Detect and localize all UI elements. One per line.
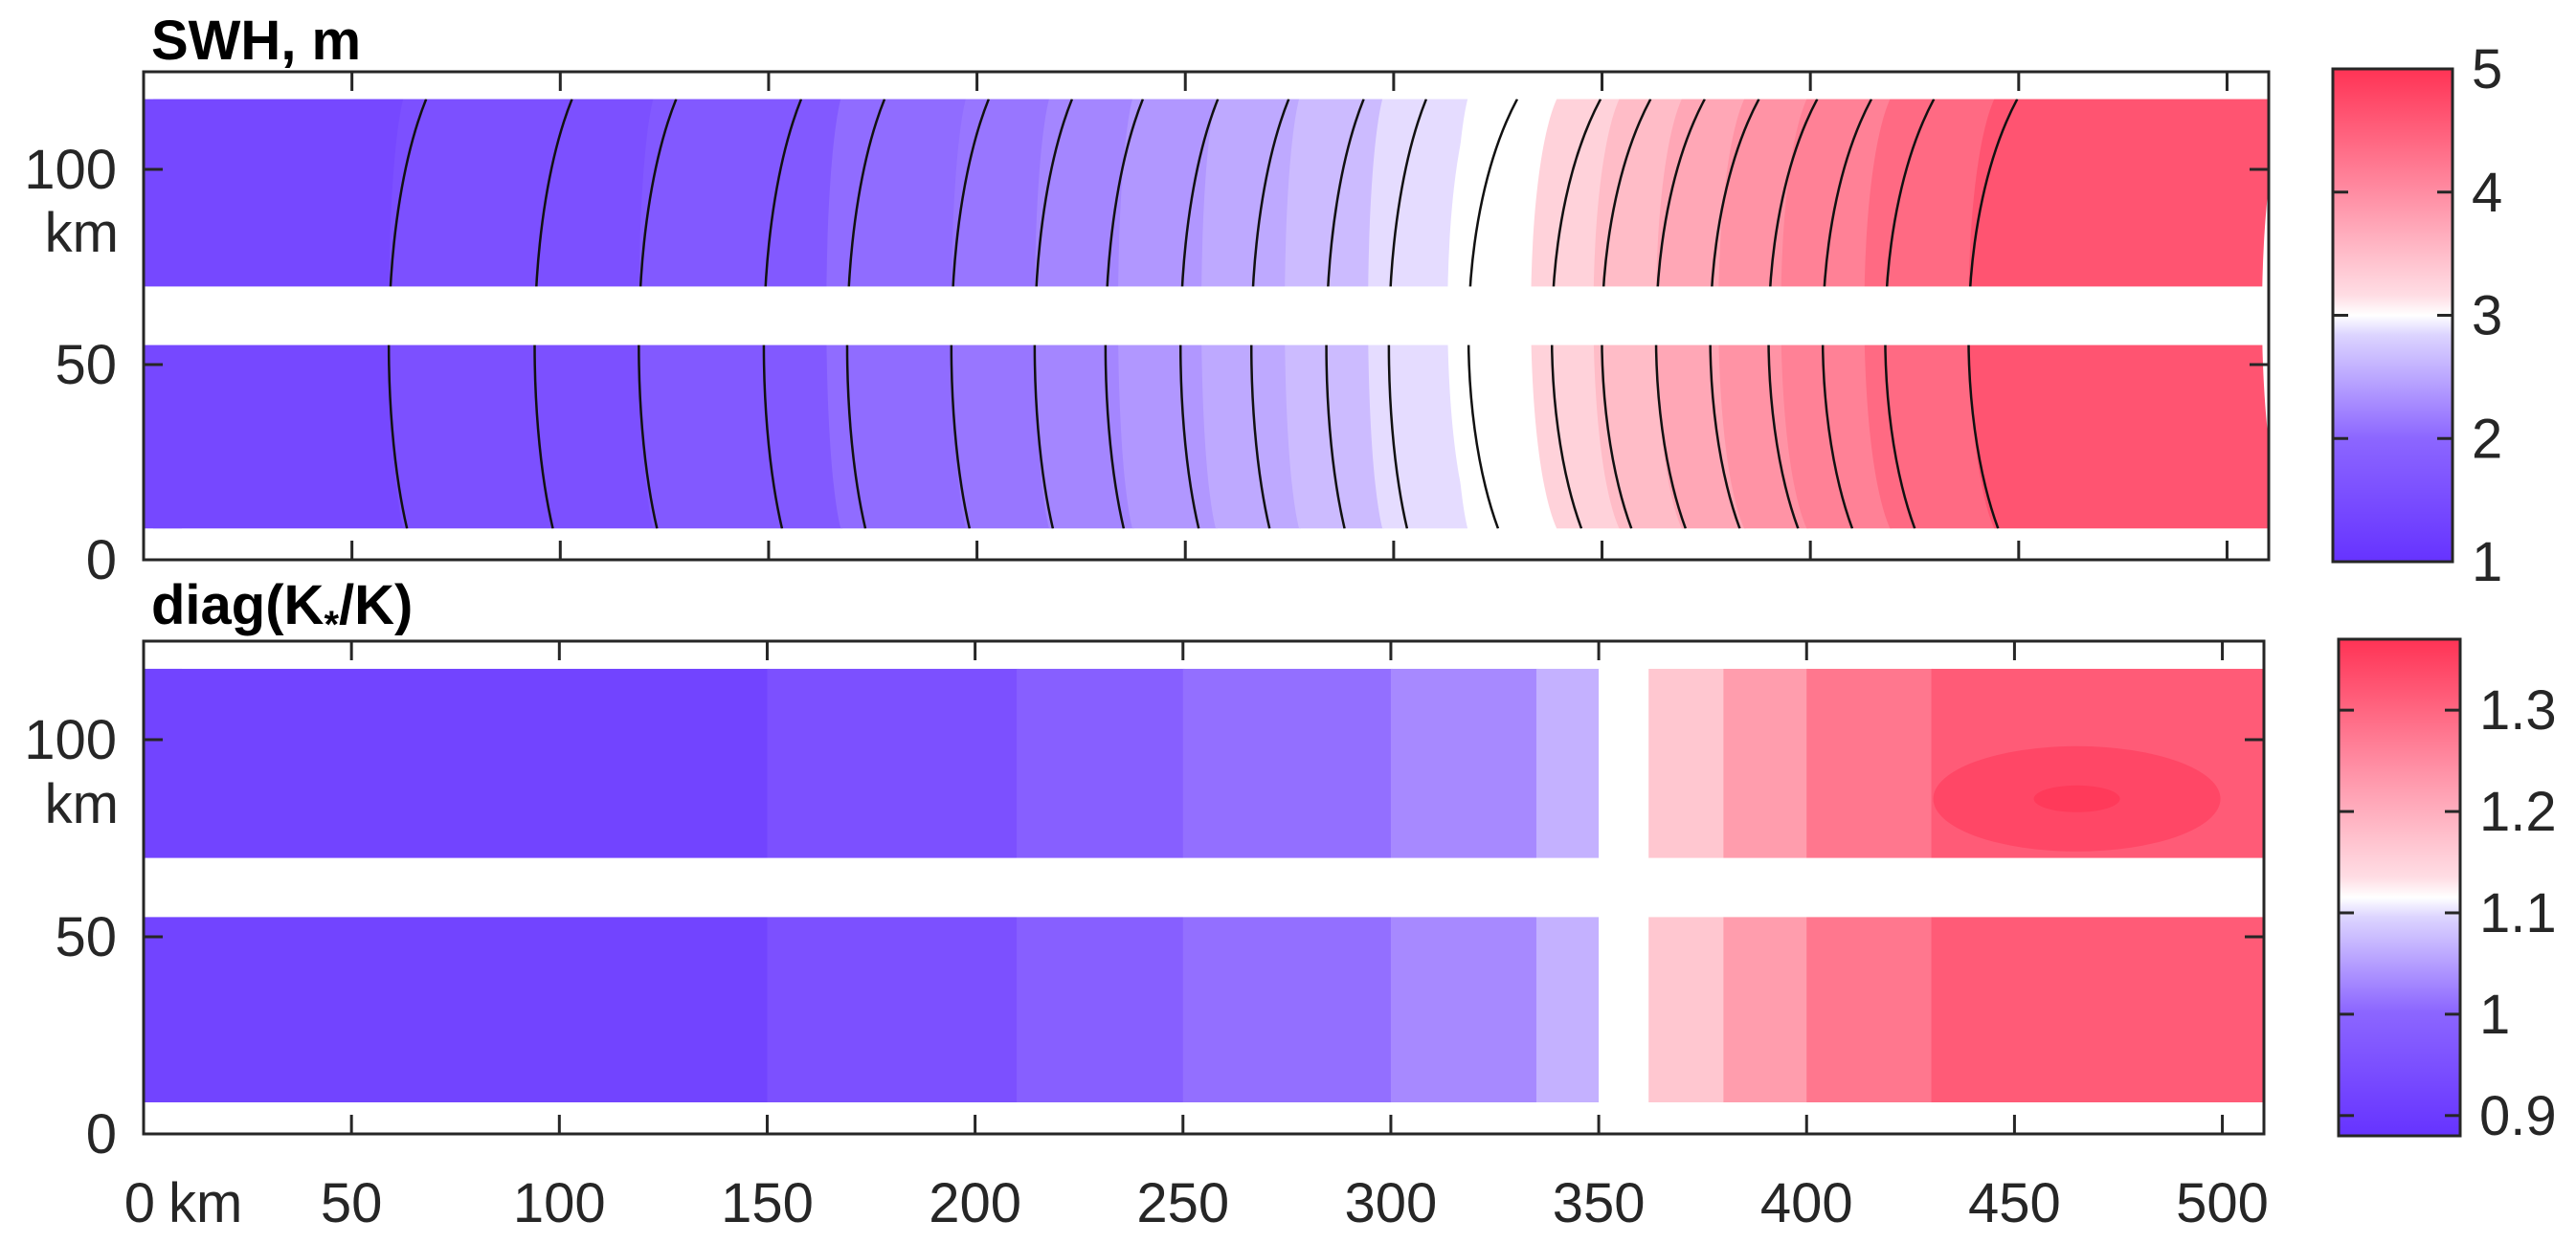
x-tick-label-8: 400 [1760, 1172, 1853, 1234]
gap-top [144, 641, 2264, 669]
diag-tick-labels: 0 50 100 150 200 250 300 350 400 450 500 0 50 100 [24, 709, 2269, 1234]
swh-panel: 0 50 100 SWH, m km 1 2 3 4 5 [24, 10, 2502, 593]
cb-tick-label-2: 1.1 [2479, 882, 2557, 944]
diag-colorbar [2337, 637, 2462, 1138]
x-tick-label-4: 200 [929, 1172, 1021, 1234]
x-tick-label-5: 250 [1136, 1172, 1229, 1234]
cb-tick-label-0: 1 [2472, 531, 2502, 593]
cb-tick-label-3: 4 [2472, 162, 2502, 224]
diag-title-subscript: * [324, 604, 339, 646]
x-tick-label-1: 50 [321, 1172, 383, 1234]
swh-tick-marks [142, 72, 2269, 562]
diag-white-gaps [144, 641, 2264, 1134]
swh-y-unit-label: km [45, 202, 119, 264]
peak-core [2033, 785, 2120, 812]
cb-tick-label-0: 0.9 [2479, 1085, 2557, 1147]
swh-white-gaps [144, 72, 2269, 560]
x-tick-label-6: 300 [1345, 1172, 1438, 1234]
y-tick-label-1: 50 [55, 906, 117, 968]
x-tick-label-2: 100 [513, 1172, 606, 1234]
y-tick-label-2: 100 [24, 709, 117, 771]
x-tick-label-0: 0 [124, 1172, 155, 1234]
cb-tick-label-3: 1.2 [2479, 781, 2557, 843]
diag-axes-box [142, 639, 2266, 1136]
diag-tick-marks [142, 641, 2264, 1136]
gap-bottom [144, 1102, 2264, 1134]
diag-panel: 0 50 100 150 200 250 300 350 400 450 500 0 50 100 dia… [24, 574, 2556, 1234]
diag-title-main: diag(K [151, 574, 325, 636]
swh-colorbar-ticks: 1 2 3 4 5 [2333, 38, 2502, 593]
x-tick-label-3: 150 [721, 1172, 814, 1234]
swh-axes-box [142, 70, 2271, 562]
diag-title: diag(K*/K) [151, 574, 413, 646]
gap-bottom [144, 528, 2269, 560]
y-tick-label-0: 0 [86, 529, 117, 591]
cb-tick-label-4: 1.3 [2479, 679, 2557, 742]
swh-colorbar [2331, 67, 2454, 564]
gap-middle [144, 857, 2264, 918]
x-unit-label: km [168, 1172, 242, 1234]
cb-tick-label-1: 2 [2472, 408, 2502, 470]
diag-colorbar-ticks: 0.9 1 1.1 1.2 1.3 [2339, 679, 2557, 1147]
gap-middle [144, 286, 2269, 345]
y-tick-label-2: 100 [24, 139, 117, 201]
gap-top [144, 72, 2269, 100]
x-tick-label-10: 500 [2176, 1172, 2269, 1234]
swh-tick-labels: 0 50 100 [24, 139, 117, 591]
cb-tick-label-1: 1 [2479, 984, 2510, 1046]
y-tick-label-0: 0 [86, 1103, 117, 1165]
cb-tick-label-2: 3 [2472, 285, 2502, 347]
diag-title-end: /K) [339, 574, 413, 636]
x-tick-label-9: 450 [1968, 1172, 2061, 1234]
diag-y-unit-label: km [45, 773, 119, 835]
cb-tick-label-4: 5 [2472, 38, 2502, 100]
y-tick-label-1: 50 [55, 334, 117, 396]
swh-title: SWH, m [151, 10, 361, 72]
x-tick-label-7: 350 [1553, 1172, 1646, 1234]
